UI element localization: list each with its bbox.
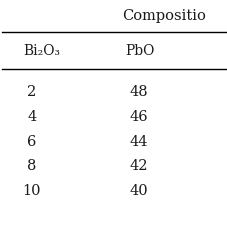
Text: 2: 2 [27, 85, 36, 99]
Text: 40: 40 [129, 183, 148, 197]
Text: 8: 8 [27, 158, 37, 173]
Text: PbO: PbO [125, 44, 154, 58]
Text: 4: 4 [27, 109, 36, 123]
Text: 6: 6 [27, 134, 37, 148]
Text: 42: 42 [129, 158, 148, 173]
Text: 46: 46 [129, 109, 148, 123]
Text: 10: 10 [22, 183, 41, 197]
Text: 44: 44 [129, 134, 148, 148]
Text: Compositio: Compositio [122, 9, 205, 23]
Text: Bi₂O₃: Bi₂O₃ [23, 44, 59, 58]
Text: 48: 48 [129, 85, 148, 99]
